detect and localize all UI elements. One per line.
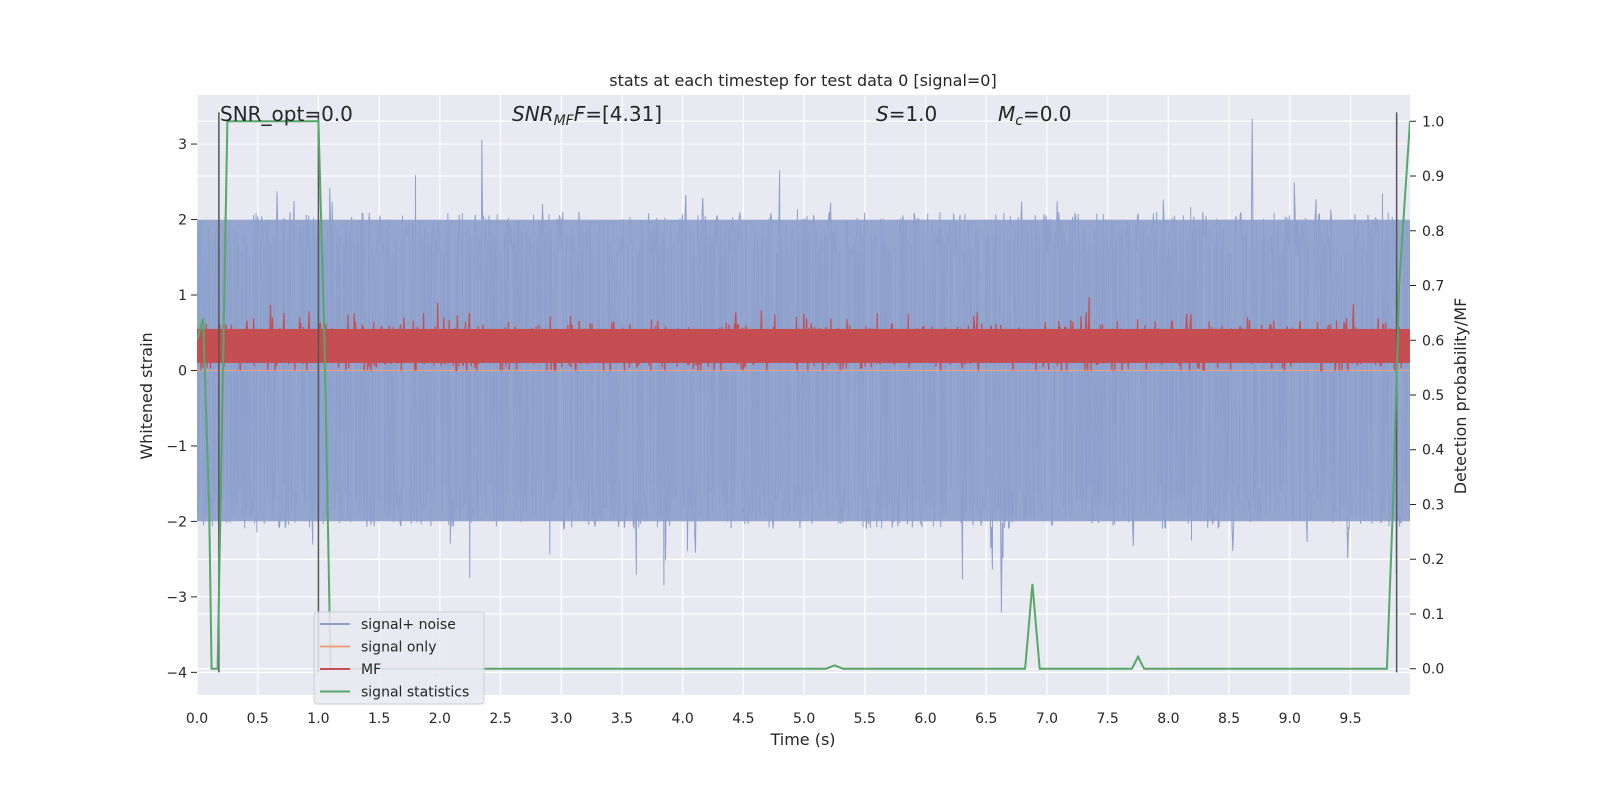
y-tick-label: −2 <box>166 514 187 530</box>
x-axis-label: Time (s) <box>769 730 835 749</box>
x-tick-label: 7.5 <box>1097 711 1119 727</box>
x-tick-label: 6.5 <box>975 711 997 727</box>
x-tick-label: 2.0 <box>429 711 451 727</box>
snr-mf-base: SNR <box>512 102 554 126</box>
legend: signal+ noise signal only MF signal statist… <box>313 611 485 705</box>
y-tick-label: −4 <box>166 665 187 681</box>
y-axis-label: Whitened strain <box>137 332 156 459</box>
y2-tick-label: 0.8 <box>1422 224 1444 240</box>
y2-tick-label: 0.7 <box>1422 279 1444 295</box>
y2-tick-label: 0.4 <box>1422 443 1444 459</box>
legend-box <box>313 611 485 705</box>
y2-axis-label: Detection probability/MF <box>1451 298 1470 495</box>
x-tick-label: 5.0 <box>793 711 815 727</box>
y2-tick-label: 0.6 <box>1422 333 1444 349</box>
s-annotation: S=1.0 <box>876 102 937 126</box>
y2-tick-labels: 1.0 0.9 0.8 0.7 0.6 0.5 0.4 0.3 0.2 0.1 0.0 <box>1410 114 1444 678</box>
s-value: =1.0 <box>889 102 938 126</box>
y-tick-label: −1 <box>166 439 187 455</box>
snr-mf-sub: MF <box>554 113 575 129</box>
snr-opt-annotation: SNR_opt=0.0 <box>220 102 353 126</box>
annotations: SNR_opt=0.0 SNRMFF=[4.31] S=1.0 Mc=0.0 <box>220 102 1072 129</box>
plot-series <box>197 112 1410 673</box>
y2-tick-label: 0.2 <box>1422 552 1444 568</box>
legend-label: signal+ noise <box>361 617 456 633</box>
x-tick-label: 3.0 <box>550 711 572 727</box>
y-tick-label: 0 <box>178 363 187 379</box>
x-tick-label: 4.0 <box>672 711 694 727</box>
x-tick-label: 8.0 <box>1157 711 1179 727</box>
y-tick-label: 2 <box>178 213 187 229</box>
legend-label: signal statistics <box>361 685 469 701</box>
y2-tick-label: 0.0 <box>1422 662 1444 678</box>
y-tick-labels: 3 2 1 0 −1 −2 −3 −4 <box>166 137 197 681</box>
legend-label: signal only <box>361 640 436 656</box>
x-tick-label: 2.5 <box>489 711 511 727</box>
y2-tick-label: 0.5 <box>1422 388 1444 404</box>
x-tick-label: 6.0 <box>914 711 936 727</box>
snr-mf-f: F <box>574 102 586 126</box>
x-tick-labels: 0.0 0.5 1.0 1.5 2.0 2.5 3.0 3.5 4.0 4.5 5.0 5.5 6.0 6… <box>186 711 1362 727</box>
x-tick-label: 0.0 <box>186 711 208 727</box>
x-tick-label: 1.0 <box>307 711 329 727</box>
x-tick-label: 9.0 <box>1279 711 1301 727</box>
mc-var: M <box>998 102 1015 126</box>
x-tick-label: 8.5 <box>1218 711 1240 727</box>
signal-statistics-line <box>197 120 1410 670</box>
x-tick-label: 1.5 <box>368 711 390 727</box>
y2-tick-label: 0.9 <box>1422 169 1444 185</box>
snr-mf-annotation: SNRMFF=[4.31] <box>512 102 662 129</box>
mc-value: =0.0 <box>1023 102 1072 126</box>
chart-title: stats at each timestep for test data 0 [… <box>609 71 996 90</box>
x-tick-label: 3.5 <box>611 711 633 727</box>
mc-sub: c <box>1015 113 1023 129</box>
x-tick-label: 4.5 <box>732 711 754 727</box>
s-var: S <box>876 102 889 126</box>
x-tick-label: 9.5 <box>1339 711 1361 727</box>
y-tick-label: 1 <box>178 288 187 304</box>
legend-label: MF <box>361 662 381 678</box>
y2-tick-label: 1.0 <box>1422 114 1444 130</box>
x-tick-label: 7.0 <box>1036 711 1058 727</box>
y-tick-label: 3 <box>178 137 187 153</box>
snr-mf-value: =[4.31] <box>585 102 662 126</box>
mc-annotation: Mc=0.0 <box>998 102 1072 129</box>
legend-items: signal+ noise signal only MF signal statist… <box>320 617 469 701</box>
y2-tick-label: 0.3 <box>1422 497 1444 513</box>
y2-tick-label: 0.1 <box>1422 607 1444 623</box>
y-tick-label: −3 <box>166 590 187 606</box>
x-tick-label: 5.5 <box>854 711 876 727</box>
mf-line <box>197 297 1410 372</box>
x-tick-label: 0.5 <box>247 711 269 727</box>
